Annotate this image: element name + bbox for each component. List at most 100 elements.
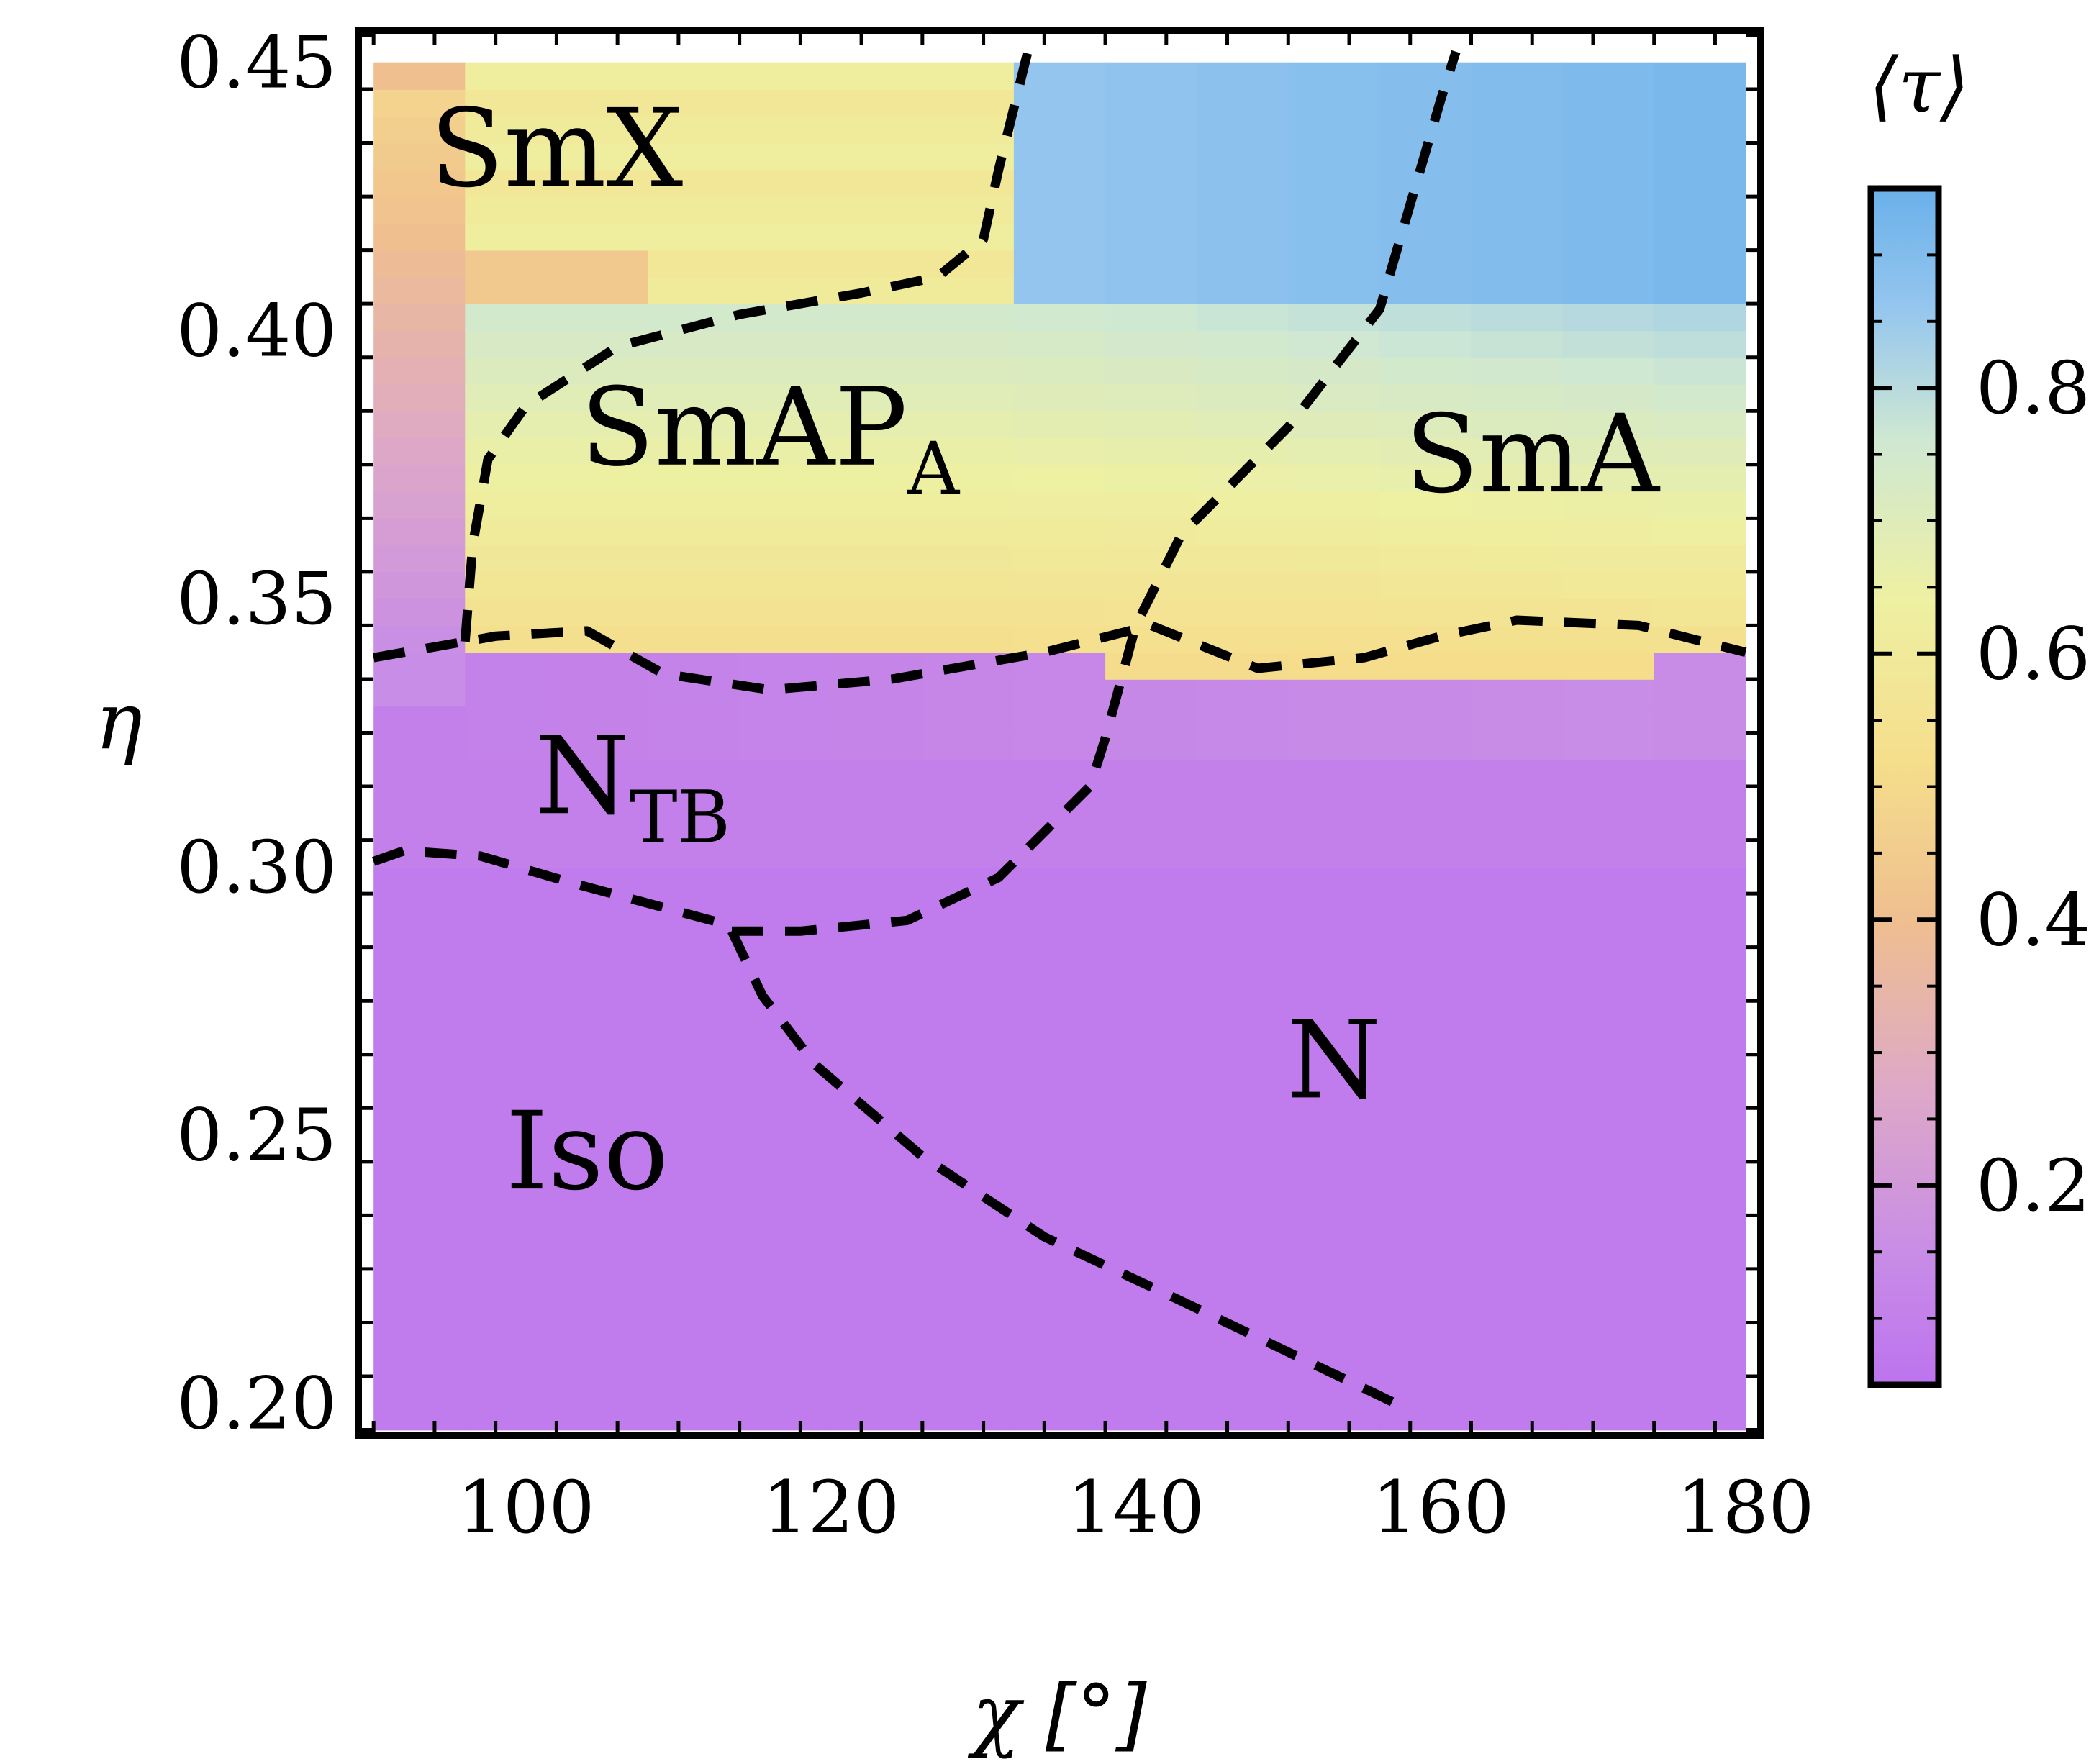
heatmap-cell (373, 196, 466, 224)
heatmap-cell (1013, 866, 1106, 894)
heatmap-cell (1471, 706, 1564, 734)
heatmap-cell (1379, 813, 1472, 841)
heatmap-cell (373, 116, 466, 144)
heatmap-cell (1654, 1081, 1746, 1109)
heatmap-cell (373, 759, 466, 787)
region-label-0: SmX (430, 86, 684, 212)
heatmap-cell (373, 223, 466, 251)
heatmap-cell (1013, 304, 1106, 332)
heatmap-cell (373, 357, 466, 385)
heatmap-cell (1562, 1081, 1655, 1109)
heatmap-cell (648, 357, 740, 385)
heatmap-cell (830, 1027, 923, 1055)
heatmap-cell (648, 571, 740, 599)
heatmap-cell (1288, 491, 1381, 519)
region-label-3: NTB (535, 714, 730, 859)
heatmap-cell (373, 920, 466, 948)
heatmap-cell (1197, 786, 1289, 814)
heatmap-cell (1013, 1268, 1106, 1296)
colorbar-tick-label: 0.8 (1976, 346, 2090, 430)
heatmap-cell (648, 706, 740, 734)
heatmap-cell (1654, 1054, 1746, 1082)
region-label-1: SmAPA (581, 365, 961, 511)
heatmap-cell (830, 1376, 923, 1404)
heatmap-cell (1013, 1108, 1106, 1136)
heatmap-cell (922, 732, 1015, 760)
heatmap-cell (1471, 89, 1564, 117)
heatmap-cell (830, 1322, 923, 1350)
colorbar-tick-label: 0.6 (1976, 612, 2090, 696)
heatmap-cell (1288, 1054, 1381, 1082)
heatmap-cell (465, 1215, 558, 1243)
heatmap-cell (1197, 1161, 1289, 1189)
heatmap-cell (465, 89, 558, 117)
region-name: SmA (1405, 392, 1661, 517)
heatmap-cell (922, 894, 1015, 922)
x-axis-title: χ [°] (967, 1668, 1148, 1760)
heatmap-cell (465, 813, 558, 841)
heatmap-cell (648, 840, 740, 868)
heatmap-cell (1105, 411, 1197, 439)
heatmap-cell (830, 464, 923, 492)
heatmap-cell (1288, 894, 1381, 922)
heatmap-cell (373, 1135, 466, 1163)
heatmap-cell (556, 599, 649, 627)
heatmap-cell (922, 545, 1015, 573)
heatmap-cell (1288, 813, 1381, 841)
heatmap-cell (373, 894, 466, 922)
heatmap-cell (1013, 437, 1106, 465)
heatmap-cell (1013, 1403, 1106, 1431)
heatmap-cell (1379, 169, 1472, 197)
heatmap-cell (1654, 1161, 1746, 1189)
heatmap-cell (922, 1242, 1015, 1270)
heatmap-cell (1562, 223, 1655, 251)
heatmap-cell (556, 920, 649, 948)
heatmap-cell (739, 545, 832, 573)
heatmap-cell (1562, 1027, 1655, 1055)
heatmap-cell (1379, 89, 1472, 117)
heatmap-cell (556, 679, 649, 707)
heatmap-cell (1654, 840, 1746, 868)
heatmap-cell (1562, 250, 1655, 278)
heatmap-cell (1288, 866, 1381, 894)
heatmap-cell (1471, 62, 1564, 90)
heatmap-cell (556, 1376, 649, 1404)
heatmap-cell (556, 1001, 649, 1029)
heatmap-cell (1562, 437, 1655, 465)
heatmap-cell (556, 732, 649, 760)
heatmap-cell (465, 142, 558, 171)
heatmap-cell (648, 759, 740, 787)
heatmap-cell (830, 947, 923, 975)
heatmap-cell (648, 1188, 740, 1217)
heatmap-cell (1471, 250, 1564, 278)
heatmap-cell (1654, 866, 1746, 894)
heatmap-cell (1105, 223, 1197, 251)
heatmap-cell (556, 169, 649, 197)
heatmap-cell (1379, 276, 1472, 304)
heatmap-cell (1105, 357, 1197, 385)
heatmap-cell (1105, 330, 1197, 358)
heatmap-cell (1013, 706, 1106, 734)
heatmap-cell (1288, 250, 1381, 278)
heatmap-cell (1471, 813, 1564, 841)
heatmap-cell (1471, 276, 1564, 304)
heatmap-cell (1105, 464, 1197, 492)
heatmap-cell (1562, 89, 1655, 117)
heatmap-cell (556, 1215, 649, 1243)
heatmap-cell (1197, 1242, 1289, 1270)
heatmap-cell (1471, 384, 1564, 412)
heatmap-cell (1562, 1296, 1655, 1324)
heatmap-cell (1013, 223, 1106, 251)
heatmap-cell (1471, 464, 1564, 492)
heatmap-cell (556, 464, 649, 492)
heatmap-cell (465, 1108, 558, 1136)
heatmap-cell (465, 357, 558, 385)
y-tick-label: 0.40 (176, 288, 337, 373)
heatmap-cell (1105, 866, 1197, 894)
heatmap-cell (1562, 732, 1655, 760)
heatmap-cell (739, 1403, 832, 1431)
heatmap-cell (1197, 947, 1289, 975)
heatmap-cell (1379, 679, 1472, 707)
heatmap-cell (1471, 1268, 1564, 1296)
heatmap-cell (556, 250, 649, 278)
